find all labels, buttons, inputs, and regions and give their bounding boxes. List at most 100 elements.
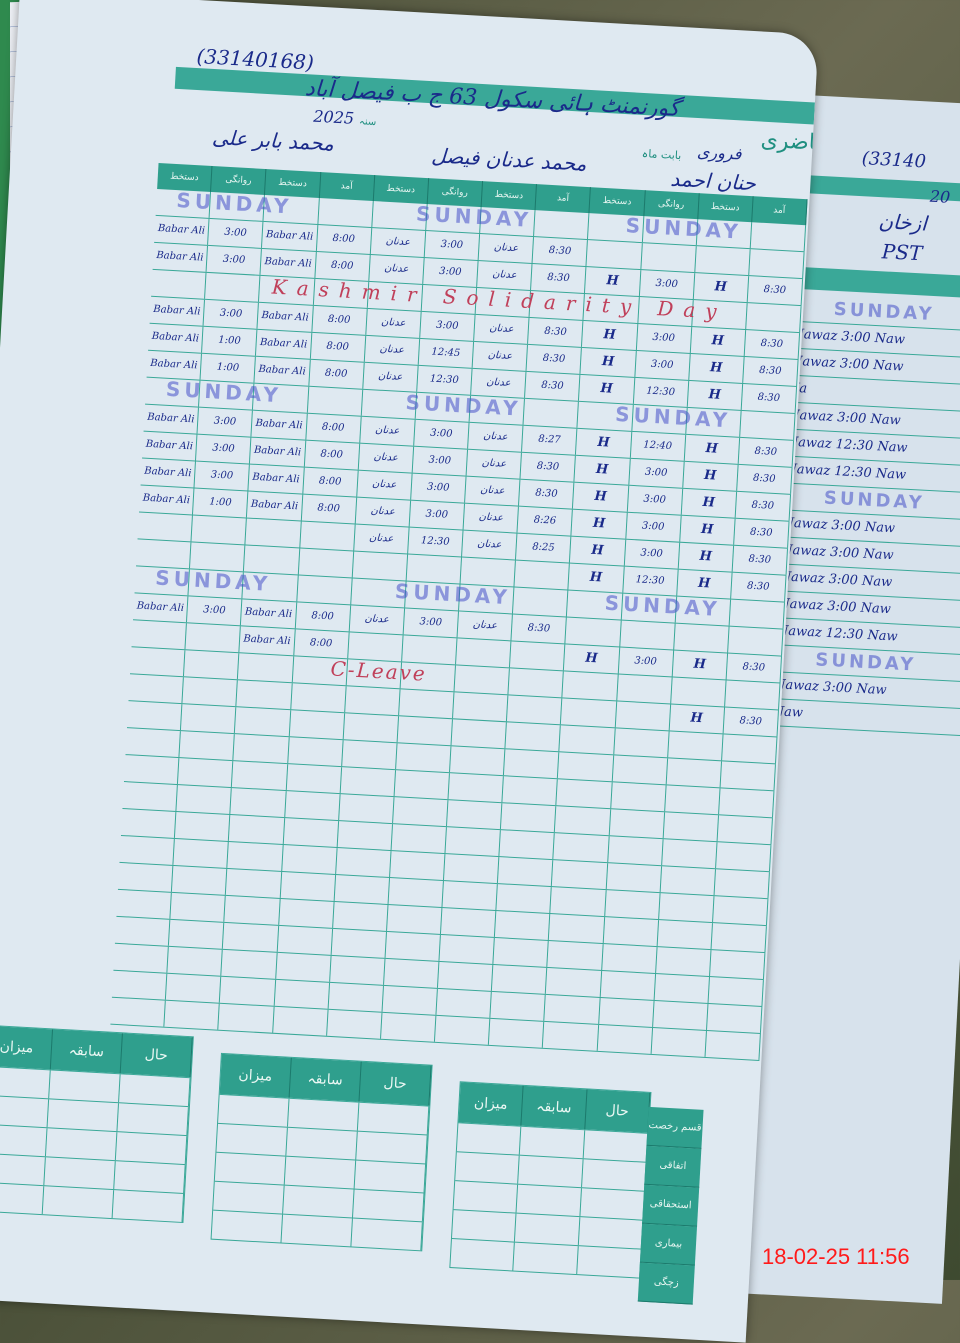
header-total: میزان bbox=[219, 1053, 292, 1098]
table-cell bbox=[127, 701, 183, 731]
table-cell: عدنان bbox=[356, 470, 413, 500]
table-cell: 8:30 bbox=[738, 437, 795, 467]
table-cell bbox=[307, 386, 363, 416]
table-cell bbox=[230, 788, 287, 818]
table-cell bbox=[502, 776, 559, 806]
month: فروری bbox=[696, 142, 742, 164]
table-cell: H bbox=[580, 347, 637, 377]
leave-type: قسم رخصت bbox=[646, 1106, 704, 1149]
table-cell bbox=[290, 683, 347, 713]
table-cell: Babar Ali bbox=[149, 296, 206, 326]
table-cell: Babar Ali bbox=[248, 464, 305, 494]
table-cell bbox=[185, 623, 242, 653]
table-cell bbox=[670, 677, 727, 707]
leave-type: استحقاقی bbox=[642, 1184, 700, 1227]
table-cell: H bbox=[679, 515, 736, 545]
table-cell bbox=[114, 916, 171, 946]
table-cell bbox=[275, 952, 332, 982]
column-header: آمد bbox=[535, 184, 592, 214]
table-cell: H bbox=[672, 650, 728, 680]
table-cell bbox=[178, 758, 234, 788]
table-cell: Babar Ali bbox=[146, 350, 203, 380]
table-cell: 8:00 bbox=[293, 629, 350, 659]
table-cell bbox=[233, 734, 290, 764]
month-label: بابت ماہ bbox=[641, 146, 682, 163]
table-cell bbox=[498, 857, 554, 887]
table-cell bbox=[451, 719, 508, 749]
table-cell bbox=[712, 896, 769, 926]
table-cell bbox=[454, 665, 511, 695]
right-page-teacher: ازخان bbox=[877, 209, 928, 236]
table-cell: عدنان bbox=[462, 530, 518, 560]
header-total: میزان bbox=[0, 1025, 54, 1070]
table-cell bbox=[340, 767, 396, 797]
table-cell bbox=[507, 695, 563, 725]
table-cell bbox=[434, 1015, 491, 1045]
table-cell bbox=[495, 911, 551, 941]
table-cell: عدنان bbox=[468, 422, 524, 452]
table-cell: عدنان bbox=[358, 443, 414, 473]
table-cell bbox=[505, 722, 562, 752]
table-cell bbox=[117, 862, 174, 892]
table-cell bbox=[453, 692, 509, 722]
table-cell bbox=[709, 950, 766, 980]
table-cell bbox=[172, 865, 228, 895]
table-cell bbox=[286, 764, 342, 794]
table-cell bbox=[597, 1024, 653, 1054]
header-previous: سابقہ bbox=[50, 1029, 123, 1074]
table-cell bbox=[724, 680, 781, 710]
table-cell: H bbox=[669, 704, 725, 734]
column-header-band bbox=[794, 266, 960, 300]
table-cell: 12:40 bbox=[630, 431, 686, 461]
column-header: آمد bbox=[319, 172, 375, 202]
table-cell: 3:00 bbox=[194, 461, 251, 491]
summary-table-1: میزان سابقہ حال bbox=[0, 1024, 194, 1224]
table-cell bbox=[137, 512, 194, 542]
table-cell bbox=[523, 398, 580, 428]
table-cell: 8:00 bbox=[311, 305, 368, 335]
table-cell bbox=[278, 898, 335, 928]
table-cell bbox=[296, 575, 353, 605]
table-cell bbox=[708, 977, 764, 1007]
table-cell bbox=[549, 914, 605, 944]
table-cell bbox=[385, 931, 441, 961]
table-cell bbox=[272, 1006, 329, 1036]
table-cell: 8:30 bbox=[741, 383, 798, 413]
table-cell: 8:25 bbox=[516, 533, 572, 563]
header-total: میزان bbox=[458, 1082, 524, 1126]
table-cell bbox=[558, 752, 614, 782]
table-cell bbox=[328, 982, 384, 1012]
table-cell: عدنان bbox=[465, 476, 521, 506]
table-cell bbox=[544, 994, 601, 1024]
table-cell bbox=[749, 249, 805, 279]
table-cell bbox=[245, 518, 302, 548]
table-cell bbox=[380, 1012, 437, 1042]
table-cell bbox=[439, 934, 495, 964]
table-cell: Babar Ali bbox=[154, 215, 210, 245]
table-cell: عدنان bbox=[370, 228, 427, 257]
table-cell: Babar Ali bbox=[250, 437, 306, 467]
table-cell: عدنان bbox=[463, 503, 520, 533]
table-cell bbox=[131, 620, 188, 650]
table-cell: 3:00 bbox=[409, 500, 466, 530]
table-cell: عدنان bbox=[364, 335, 420, 365]
table-cell bbox=[561, 698, 617, 728]
table-cell bbox=[489, 1018, 545, 1048]
table-cell bbox=[436, 988, 492, 1018]
table-cell bbox=[705, 1030, 761, 1060]
table-cell bbox=[658, 893, 715, 923]
table-cell bbox=[715, 842, 772, 872]
table-cell bbox=[663, 812, 719, 842]
table-cell: 8:30 bbox=[744, 330, 801, 360]
table-cell bbox=[720, 761, 776, 791]
column-header: دستخط bbox=[589, 187, 646, 217]
table-cell bbox=[711, 923, 767, 953]
table-cell bbox=[283, 818, 339, 848]
table-cell bbox=[442, 881, 498, 911]
table-cell: H bbox=[564, 644, 620, 674]
table-cell bbox=[274, 979, 330, 1009]
table-cell: Babar Ali bbox=[239, 626, 296, 656]
leave-type: اتفاقی bbox=[644, 1145, 702, 1188]
table-cell bbox=[169, 919, 225, 949]
table-cell bbox=[740, 410, 796, 440]
